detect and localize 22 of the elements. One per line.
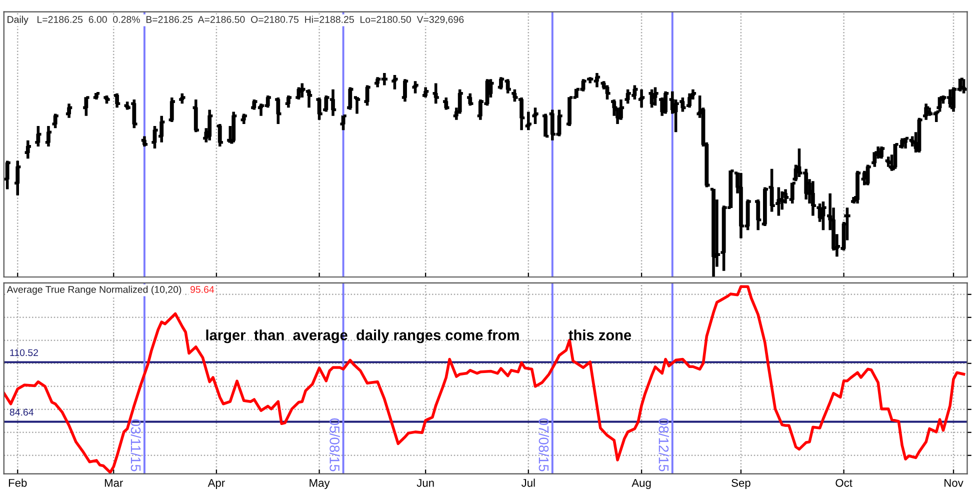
x-tick-label: Feb: [8, 478, 27, 487]
annotation: 95.64: [190, 286, 214, 293]
chart-title: Daily: [8, 16, 28, 25]
x-tick-label: Nov: [944, 479, 964, 487]
x-tick-label: Sep: [732, 478, 750, 490]
x-tick-label: Apr: [208, 479, 225, 490]
chart-title: Average True Range Normalized (10,20): [6, 286, 182, 295]
x-tick-label: Aug: [632, 479, 651, 490]
ref-line-label: 05/08/15: [330, 418, 340, 472]
ref-line-label: 84.64: [10, 408, 34, 416]
x-tick-label: Oct: [836, 478, 852, 487]
text: L=2186.25 6.00 0.28% B=2186.25 A=2186.50 O=2180.75 Hi=2188.25 Lo=2180.50 V=329,696: [38, 16, 464, 24]
annotation: this zone: [568, 330, 632, 340]
annotation: larger than average daily ranges come from: [206, 330, 519, 344]
ref-line-label: 08/12/15: [658, 418, 669, 472]
ref-line-label: 03/11/15: [130, 419, 142, 472]
x-tick-label: Jul: [521, 478, 535, 487]
x-tick-label: May: [310, 479, 330, 490]
x-tick-label: Mar: [104, 479, 123, 487]
x-tick-label: Jun: [416, 479, 434, 487]
ref-line-label: 110.52: [10, 349, 38, 356]
ref-line-label: 07/08/15: [538, 418, 549, 472]
